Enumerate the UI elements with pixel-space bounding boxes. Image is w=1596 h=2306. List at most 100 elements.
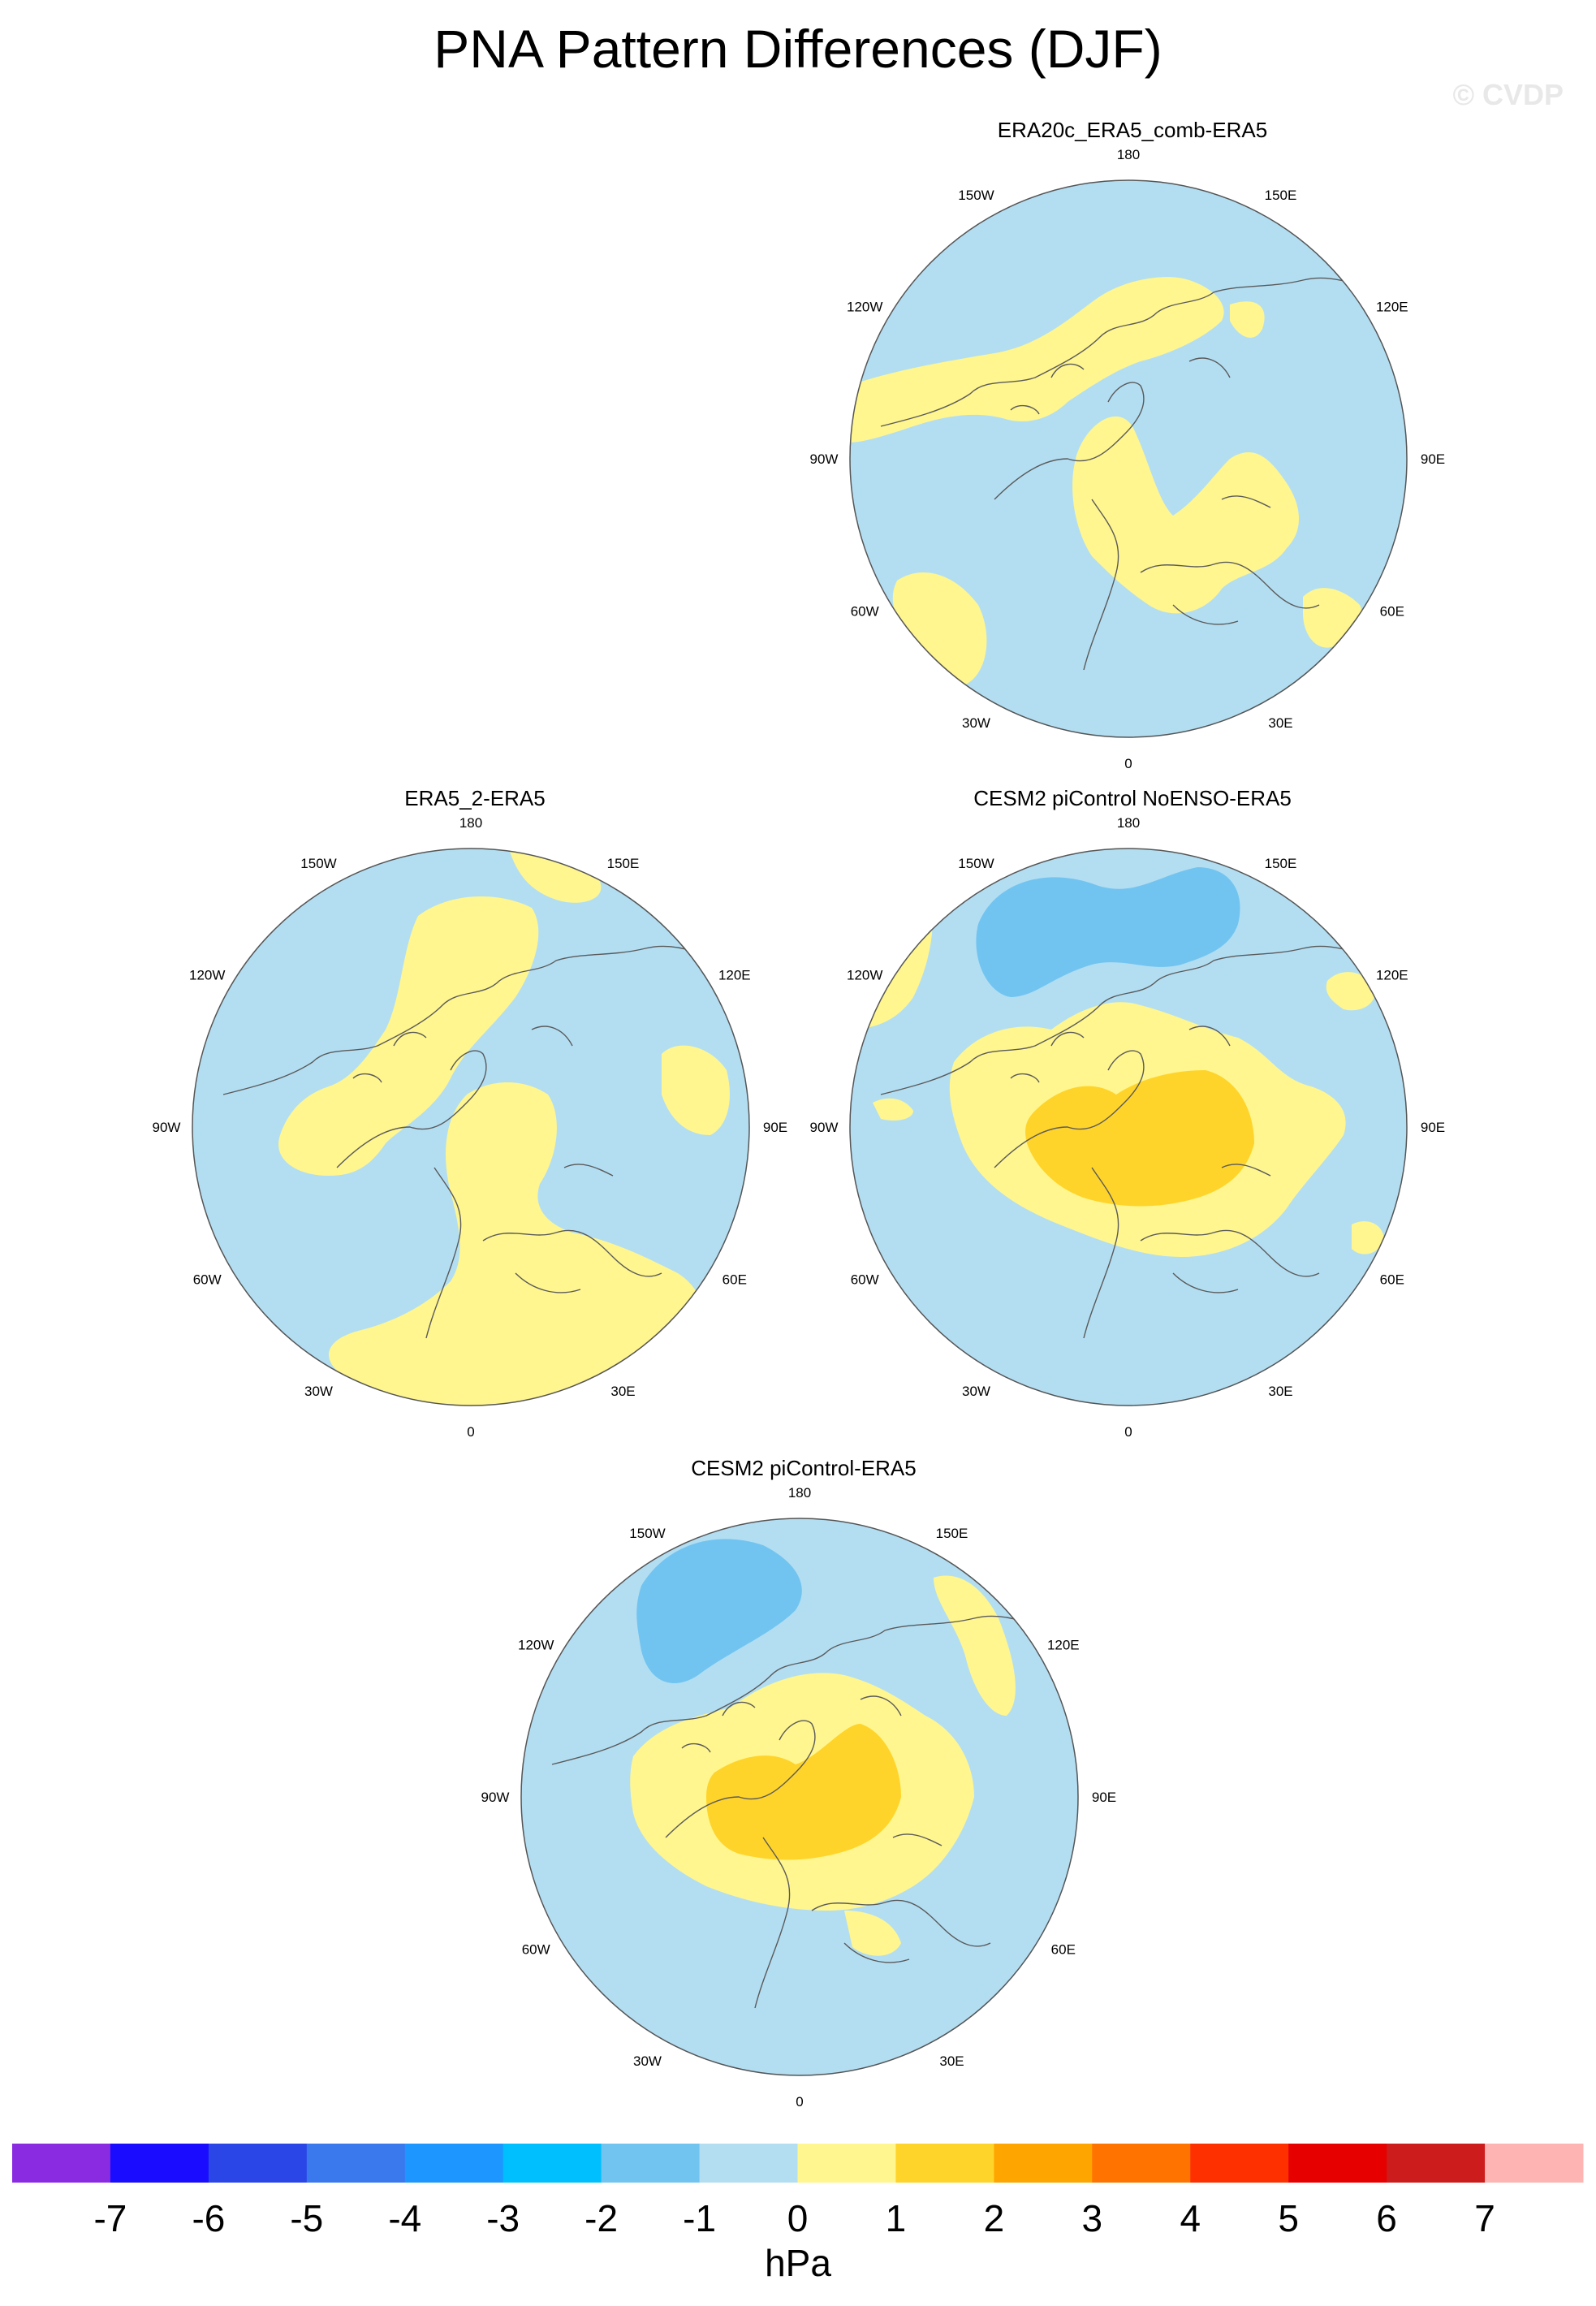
- colorbar-tick-label: 0: [787, 2197, 809, 2239]
- longitude-labels: 180 150E 120E 90E 60E 30E 0 30W 60W 90W 120W 150W: [481, 1485, 1117, 2110]
- colorbar-box: [1288, 2144, 1387, 2183]
- longitude-label: 120E: [718, 968, 751, 983]
- longitude-label: 150E: [607, 856, 640, 871]
- coastlines: [222, 945, 744, 1339]
- panel-title: CESM2 piControl NoENSO-ERA5: [973, 786, 1292, 810]
- longitude-label: 90W: [810, 1120, 839, 1135]
- map-border: [849, 848, 1408, 1406]
- coastlines: [551, 1615, 1072, 2009]
- longitude-label: 180: [788, 1485, 811, 1501]
- colorbar-box: [699, 2144, 798, 2183]
- longitude-label: 150E: [1265, 188, 1297, 203]
- colorbar-box: [601, 2144, 700, 2183]
- colorbar-tick-label: -7: [93, 2197, 127, 2239]
- colorbar-tick-label: 4: [1180, 2197, 1201, 2239]
- colorbar-box: [110, 2144, 209, 2183]
- colorbar-box: [208, 2144, 308, 2183]
- colorbar-tick-label: -5: [290, 2197, 324, 2239]
- colorbar-box: [12, 2144, 111, 2183]
- longitude-label: 180: [1117, 147, 1140, 162]
- colorbar-tick-label: 5: [1278, 2197, 1299, 2239]
- longitude-labels: 180 150E 120E 90E 60E 30E 0 30W 60W 90W 120W 150W: [810, 815, 1446, 1440]
- colorbar-tick-label: 1: [885, 2197, 907, 2239]
- colorbar-box: [404, 2144, 504, 2183]
- longitude-label: 180: [459, 815, 482, 831]
- longitude-label: 150W: [300, 856, 336, 871]
- longitude-label: 60W: [851, 604, 879, 620]
- longitude-label: 150E: [1265, 856, 1297, 871]
- longitude-labels: 180 150E 120E 90E 60E 30E 0 30W 60W 90W 120W 150W: [810, 147, 1446, 771]
- longitude-label: 30W: [304, 1384, 333, 1399]
- colorbar-box: [1190, 2144, 1289, 2183]
- longitude-label: 120E: [1376, 968, 1408, 983]
- colorbar-boxes: [12, 2144, 1584, 2183]
- longitude-label: 60E: [1380, 1272, 1404, 1288]
- figure-title: PNA Pattern Differences (DJF): [434, 19, 1162, 79]
- anomaly-regions: [278, 849, 730, 1406]
- longitude-label: 120E: [1047, 1638, 1080, 1653]
- colorbar-tick-label: -6: [192, 2197, 226, 2239]
- map-border: [192, 848, 750, 1406]
- longitude-label: 0: [1124, 756, 1132, 771]
- panel-title: CESM2 piControl-ERA5: [691, 1456, 917, 1480]
- anomaly-regions: [850, 866, 1384, 1257]
- longitude-label: 60W: [522, 1942, 550, 1958]
- longitude-label: 0: [1124, 1424, 1132, 1440]
- longitude-label: 120W: [847, 300, 882, 315]
- colorbar-tick-label: 7: [1474, 2197, 1495, 2239]
- colorbar-tick-label: 3: [1081, 2197, 1103, 2239]
- longitude-label: 150W: [958, 856, 994, 871]
- longitude-label: 150W: [958, 188, 994, 203]
- longitude-label: 60W: [851, 1272, 879, 1288]
- longitude-label: 60E: [723, 1272, 747, 1288]
- longitude-label: 30W: [962, 1384, 990, 1399]
- colorbar-box: [994, 2144, 1093, 2183]
- colorbar-box: [895, 2144, 994, 2183]
- polar-map-cesm2-noenso: 180 150E 120E 90E 60E 30E 0 30W 60W 90W 120W 150W: [810, 815, 1446, 1440]
- coastlines: [880, 277, 1401, 671]
- longitude-label: 120E: [1376, 300, 1408, 315]
- map-border: [520, 1518, 1079, 2076]
- longitude-label: 90E: [763, 1120, 787, 1135]
- colorbar-tick-label: -4: [388, 2197, 422, 2239]
- longitude-label: 30W: [633, 2053, 662, 2069]
- colorbar-box: [1485, 2144, 1584, 2183]
- colorbar-tick-label: -3: [486, 2197, 520, 2239]
- longitude-label: 120W: [518, 1638, 554, 1653]
- longitude-label: 60W: [193, 1272, 222, 1288]
- colorbar-box: [1387, 2144, 1486, 2183]
- colorbar-unit: hPa: [765, 2242, 831, 2284]
- longitude-label: 120W: [189, 968, 225, 983]
- longitude-label: 30E: [610, 1384, 635, 1399]
- longitude-label: 30W: [962, 715, 990, 731]
- longitude-label: 0: [467, 1424, 474, 1440]
- longitude-label: 60E: [1051, 1942, 1076, 1958]
- colorbar-box: [797, 2144, 896, 2183]
- panel-title: ERA5_2-ERA5: [404, 786, 546, 810]
- anomaly-regions: [850, 277, 1362, 686]
- longitude-label: 60E: [1380, 604, 1404, 620]
- coastlines: [880, 945, 1401, 1339]
- anomaly-regions: [630, 1539, 1016, 1956]
- panel-title: ERA20c_ERA5_comb-ERA5: [997, 118, 1268, 142]
- longitude-label: 180: [1117, 815, 1140, 831]
- colorbar-tick-label: -1: [683, 2197, 717, 2239]
- longitude-label: 90W: [153, 1120, 181, 1135]
- colorbar-tick-label: -2: [584, 2197, 619, 2239]
- longitude-label: 150E: [936, 1526, 968, 1541]
- longitude-label: 150W: [629, 1526, 665, 1541]
- longitude-labels: 180 150E 120E 90E 60E 30E 0 30W 60W 90W 120W 150W: [153, 815, 788, 1440]
- longitude-label: 90W: [481, 1790, 510, 1805]
- colorbar-box: [306, 2144, 406, 2183]
- polar-map-era20c: 180 150E 120E 90E 60E 30E 0 30W 60W 90W 120W 150W: [810, 147, 1446, 771]
- longitude-label: 0: [796, 2094, 803, 2110]
- longitude-label: 30E: [939, 2053, 964, 2069]
- colorbar-box: [503, 2144, 602, 2183]
- longitude-label: 90E: [1092, 1790, 1116, 1805]
- watermark: © CVDP: [1452, 78, 1564, 111]
- longitude-label: 90E: [1421, 451, 1445, 467]
- polar-map-era5-2: 180 150E 120E 90E 60E 30E 0 30W 60W 90W 120W 150W: [153, 815, 788, 1440]
- colorbar-box: [1092, 2144, 1191, 2183]
- longitude-label: 90W: [810, 451, 839, 467]
